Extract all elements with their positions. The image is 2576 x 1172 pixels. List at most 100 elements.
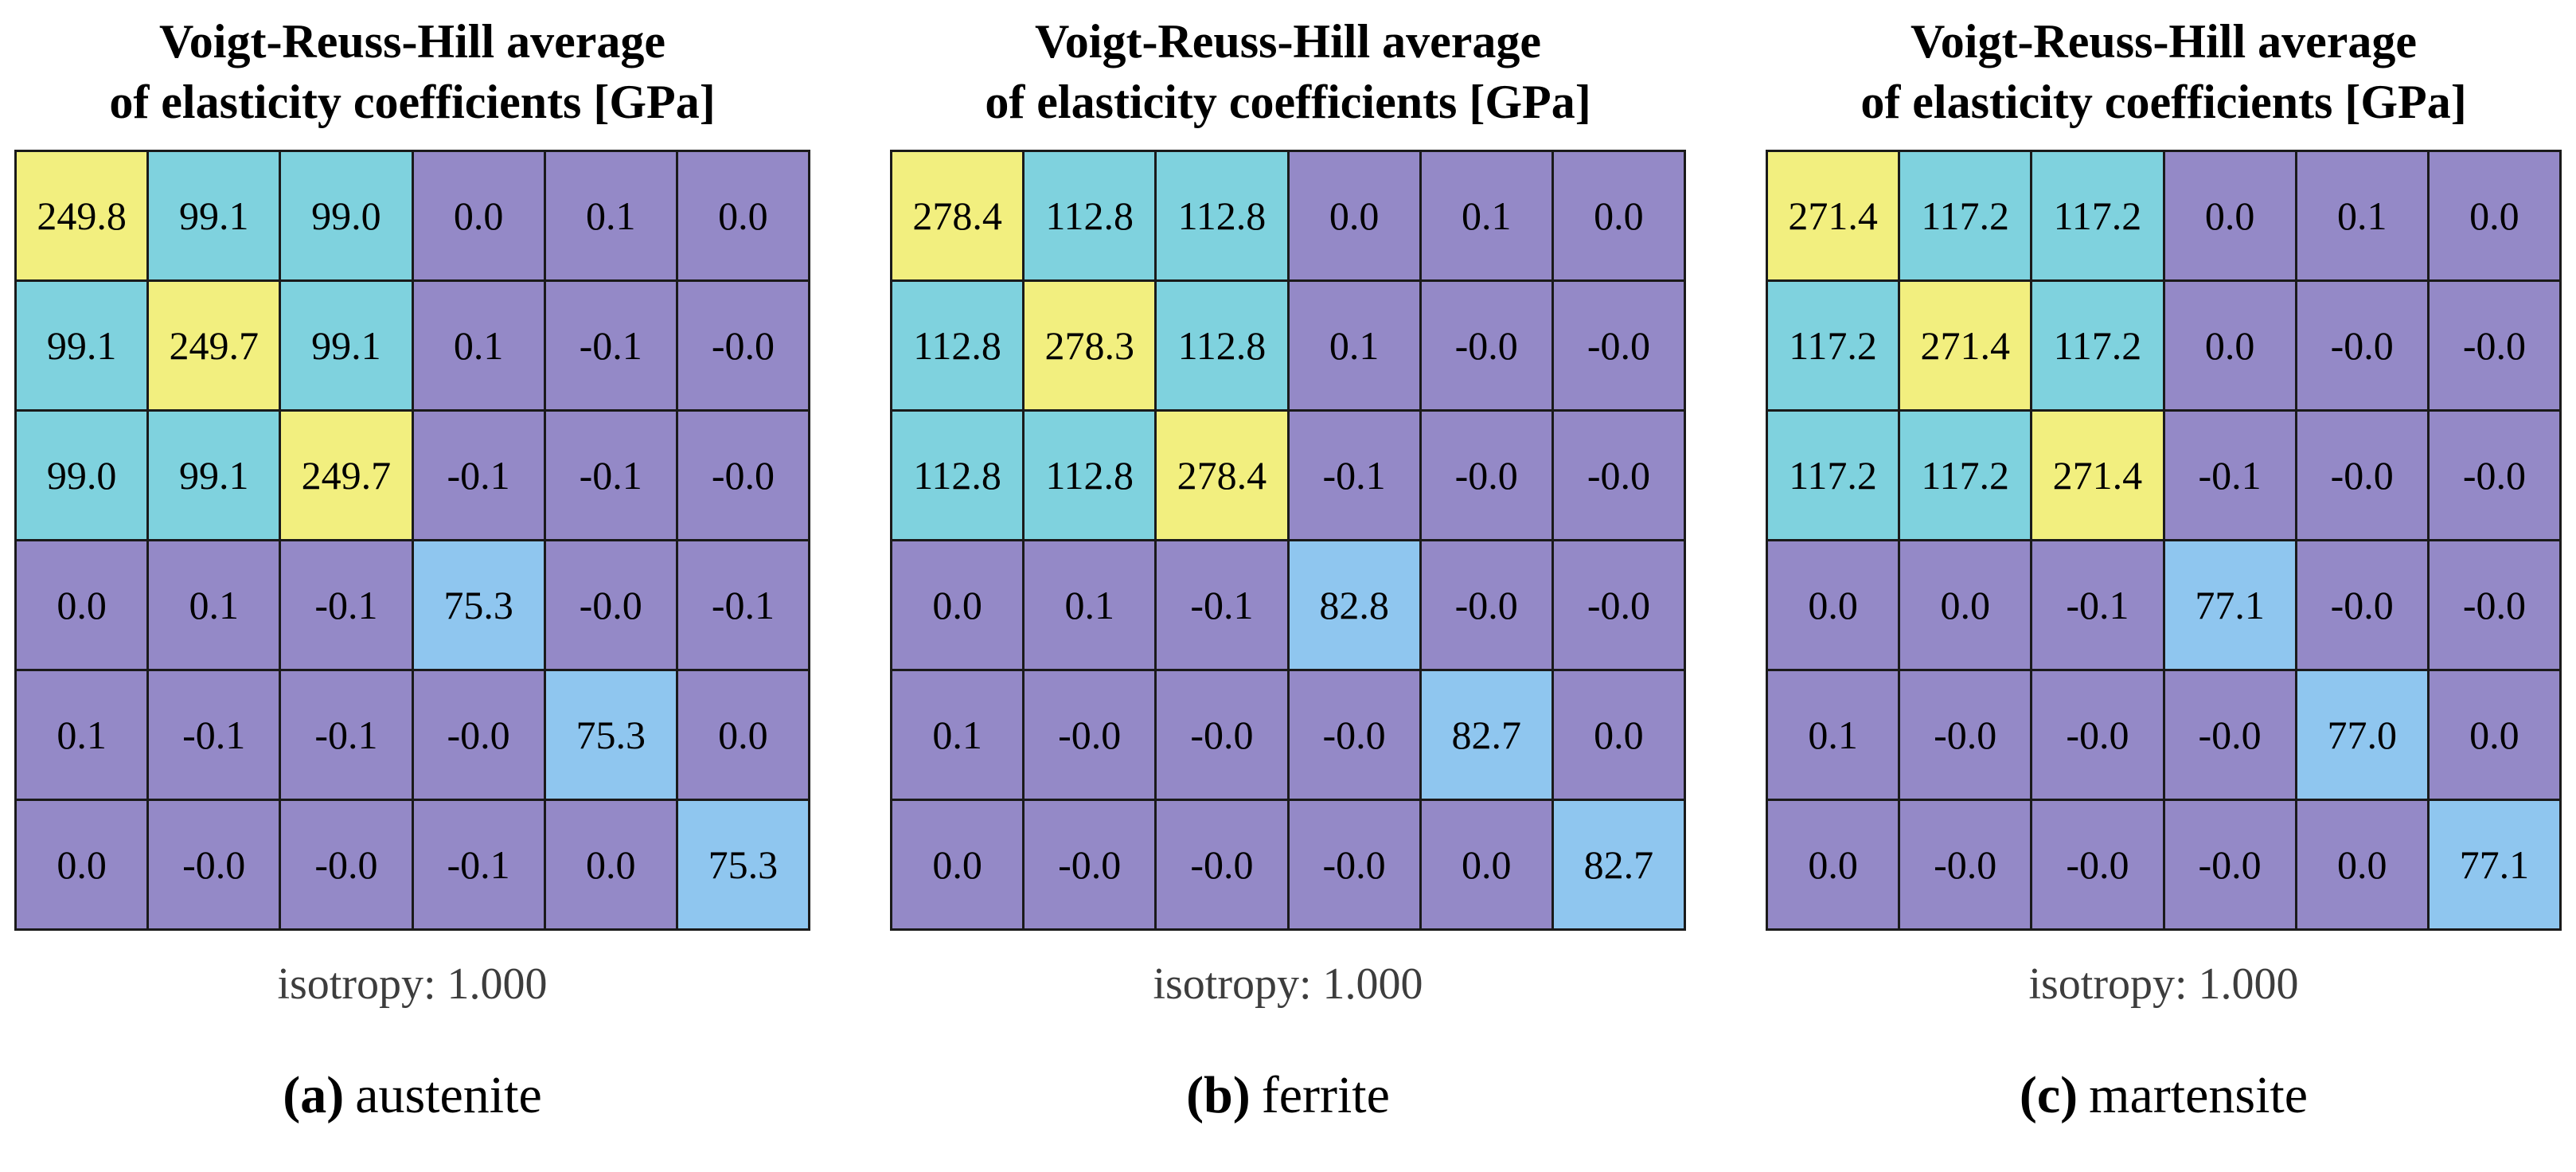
matrix-cell: -0.0 [1900,801,2031,928]
caption-label: (a) [283,1066,345,1124]
matrix-cell: 0.0 [1768,801,1899,928]
matrix-cell: -0.0 [1421,282,1551,409]
matrix-cell: 99.1 [149,152,279,279]
matrix-cell: -0.1 [281,671,412,799]
matrix-cell: -0.1 [149,671,279,799]
matrix-cell: -0.0 [2032,801,2163,928]
matrix-cell: 0.0 [892,801,1023,928]
matrix-cell: -0.0 [2032,671,2163,799]
panel-title-line2: of elasticity coefficients [GPa] [109,76,716,128]
matrix-cell: 271.4 [1900,282,2031,409]
matrix-cell: -0.0 [2429,282,2559,409]
matrix-cell: 77.1 [2164,541,2295,669]
caption-text: ferrite [1261,1066,1390,1124]
matrix-cell: -0.1 [677,541,808,669]
matrix-cell: 0.0 [1421,801,1551,928]
panel-title: Voigt-Reuss-Hill average of elasticity c… [109,11,715,132]
panel-caption: (a) austenite [283,1064,542,1127]
matrix-cell: 112.8 [1157,282,1287,409]
matrix-cell: -0.0 [1157,671,1287,799]
panel-caption: (c) martensite [2020,1064,2308,1127]
matrix-cell: 0.0 [1553,671,1684,799]
matrix-cell: 0.1 [892,671,1023,799]
matrix-cell: -0.0 [1289,801,1419,928]
panel-title-line1: Voigt-Reuss-Hill average [158,15,666,68]
matrix-cell: 0.0 [1289,152,1419,279]
matrix-cell: 0.1 [545,152,676,279]
matrix-cell: -0.0 [1157,801,1287,928]
matrix-cell: 271.4 [2032,412,2163,539]
isotropy-label: isotropy: 1.000 [2028,959,2299,1009]
matrix-cell: -0.1 [2032,541,2163,669]
elasticity-matrix-martensite: 271.4 117.2 117.2 0.0 0.1 0.0 117.2 271.4 117.2 0… [1766,150,2562,931]
isotropy-label: isotropy: 1.000 [1153,959,1423,1009]
matrix-cell: 249.7 [281,412,412,539]
panel-title-line1: Voigt-Reuss-Hill average [1034,15,1542,68]
matrix-cell: -0.0 [2297,412,2427,539]
isotropy-label: isotropy: 1.000 [277,959,548,1009]
panel-title-line2: of elasticity coefficients [GPa] [1860,76,2467,128]
panel-title-line2: of elasticity coefficients [GPa] [985,76,1591,128]
matrix-cell: -0.0 [2164,801,2295,928]
matrix-cell: -0.0 [413,671,544,799]
matrix-cell: 0.0 [17,541,147,669]
matrix-cell: 0.0 [1900,541,2031,669]
matrix-cell: 117.2 [1768,282,1899,409]
matrix-cell: 0.1 [149,541,279,669]
matrix-cell: -0.0 [545,541,676,669]
matrix-cell: -0.0 [2297,282,2427,409]
matrix-cell: -0.1 [281,541,412,669]
matrix-cell: 99.1 [17,282,147,409]
matrix-cell: 0.0 [2164,282,2295,409]
matrix-cell: -0.0 [1025,671,1155,799]
matrix-cell: 112.8 [1157,152,1287,279]
matrix-cell: -0.0 [2297,541,2427,669]
panel-title-line1: Voigt-Reuss-Hill average [1910,15,2418,68]
matrix-cell: 278.4 [1157,412,1287,539]
matrix-cell: -0.0 [1289,671,1419,799]
matrix-cell: 99.1 [281,282,412,409]
matrix-cell: -0.1 [545,412,676,539]
matrix-cell: 249.7 [149,282,279,409]
matrix-cell: 82.8 [1289,541,1419,669]
matrix-cell: 0.0 [17,801,147,928]
matrix-cell: 0.0 [677,152,808,279]
matrix-cell: 82.7 [1553,801,1684,928]
matrix-cell: 0.1 [2297,152,2427,279]
matrix-cell: -0.0 [1553,541,1684,669]
matrix-cell: -0.0 [2164,671,2295,799]
matrix-cell: 112.8 [892,282,1023,409]
matrix-cell: 75.3 [545,671,676,799]
matrix-cell: -0.1 [413,801,544,928]
panel-austenite: Voigt-Reuss-Hill average of elasticity c… [14,11,810,1172]
matrix-cell: 117.2 [1900,412,2031,539]
matrix-cell: 0.0 [545,801,676,928]
panel-title: Voigt-Reuss-Hill average of elasticity c… [985,11,1590,132]
matrix-cell: 75.3 [413,541,544,669]
matrix-cell: -0.0 [677,412,808,539]
panel-ferrite: Voigt-Reuss-Hill average of elasticity c… [890,11,1686,1172]
caption-text: austenite [355,1066,542,1124]
matrix-cell: -0.0 [2429,541,2559,669]
matrix-cell: 0.1 [17,671,147,799]
matrix-cell: 0.1 [1768,671,1899,799]
matrix-cell: 0.0 [2297,801,2427,928]
matrix-cell: 0.1 [1025,541,1155,669]
matrix-cell: -0.0 [1900,671,2031,799]
matrix-cell: 99.0 [17,412,147,539]
matrix-cell: 112.8 [892,412,1023,539]
matrix-cell: 117.2 [2032,282,2163,409]
matrix-cell: -0.0 [1553,282,1684,409]
matrix-cell: 0.1 [1421,152,1551,279]
matrix-cell: 82.7 [1421,671,1551,799]
panel-title: Voigt-Reuss-Hill average of elasticity c… [1860,11,2466,132]
matrix-cell: -0.1 [1289,412,1419,539]
matrix-cell: -0.0 [1553,412,1684,539]
matrix-cell: 0.1 [1289,282,1419,409]
matrix-cell: -0.1 [1157,541,1287,669]
elasticity-matrix-ferrite: 278.4 112.8 112.8 0.0 0.1 0.0 112.8 278.3 112.8 0… [890,150,1686,931]
matrix-cell: 99.1 [149,412,279,539]
caption-label: (b) [1186,1066,1251,1124]
matrix-cell: 0.0 [1553,152,1684,279]
matrix-cell: 0.0 [677,671,808,799]
